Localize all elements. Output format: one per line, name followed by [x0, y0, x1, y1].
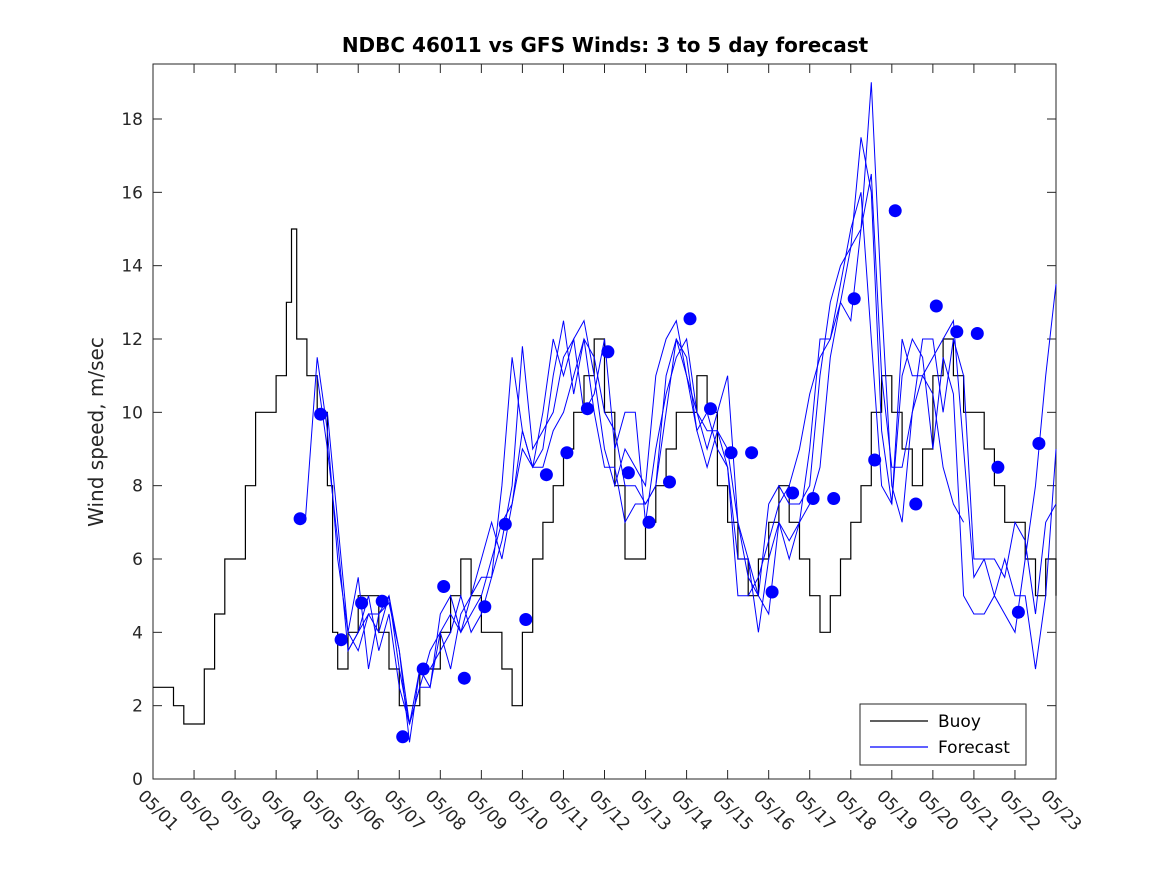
- forecast-marker: [519, 613, 533, 626]
- forecast-marker: [375, 594, 389, 608]
- forecast-marker: [827, 492, 841, 505]
- legend-label-buoy: Buoy: [938, 712, 981, 732]
- series-forecast-run-1: [304, 82, 1057, 725]
- series-forecast-run-3: [326, 173, 1057, 743]
- forecast-marker: [847, 292, 861, 306]
- forecast-marker: [437, 580, 451, 593]
- forecast-marker: [765, 585, 779, 599]
- forecast-marker: [293, 512, 307, 526]
- y-tick-label: 6: [132, 550, 143, 570]
- y-tick-label: 10: [121, 403, 143, 423]
- forecast-marker: [663, 475, 676, 489]
- forecast-marker: [334, 633, 348, 647]
- y-tick-label: 14: [121, 257, 143, 277]
- legend-label-forecast: Forecast: [938, 738, 1010, 758]
- forecast-marker: [868, 453, 882, 467]
- forecast-marker: [1032, 437, 1046, 450]
- forecast-marker: [683, 312, 697, 326]
- y-tick-label: 2: [132, 697, 143, 717]
- y-tick-label: 12: [121, 330, 143, 350]
- y-tick-label: 4: [132, 623, 143, 643]
- forecast-marker: [621, 466, 635, 480]
- forecast-marker: [888, 204, 902, 218]
- forecast-marker: [724, 446, 738, 460]
- forecast-marker: [498, 517, 512, 531]
- y-tick-label: 18: [121, 110, 143, 130]
- forecast-marker: [396, 730, 410, 744]
- forecast-marker: [416, 662, 430, 676]
- forecast-marker: [991, 460, 1005, 474]
- legend-box: [859, 703, 1027, 766]
- axes-box: [152, 63, 1057, 780]
- forecast-marker: [539, 468, 553, 482]
- forecast-marker: [970, 327, 984, 340]
- chart-title: NDBC 46011 vs GFS Winds: 3 to 5 day fore…: [342, 33, 869, 57]
- plot-area: 02468101214161805/0105/0205/0305/0405/05…: [121, 63, 1085, 835]
- forecast-marker: [355, 596, 369, 610]
- forecast-marker: [786, 486, 800, 500]
- forecast-marker: [314, 407, 328, 421]
- series-forecast-run-4: [347, 192, 965, 726]
- forecast-marker: [929, 299, 943, 313]
- y-tick-label: 16: [121, 183, 143, 203]
- y-axis-label: Wind speed, m/sec: [84, 337, 108, 527]
- forecast-marker: [457, 671, 471, 685]
- y-tick-label: 0: [132, 770, 143, 790]
- forecast-marker: [745, 446, 759, 460]
- forecast-marker: [601, 345, 615, 359]
- forecast-marker: [642, 515, 656, 529]
- forecast-marker: [806, 492, 820, 505]
- forecast-marker: [1011, 605, 1025, 619]
- forecast-marker: [909, 497, 923, 511]
- forecast-marker: [478, 600, 492, 614]
- forecast-marker: [950, 325, 964, 339]
- y-tick-label: 8: [132, 477, 143, 497]
- forecast-marker: [704, 402, 717, 416]
- forecast-marker: [580, 402, 594, 416]
- forecast-marker: [560, 446, 574, 460]
